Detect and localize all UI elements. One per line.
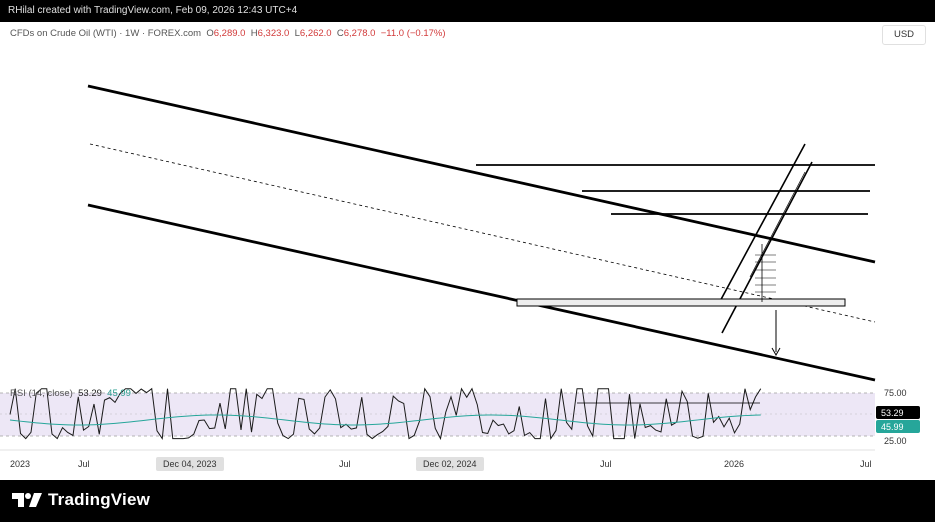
low-label: L [294, 28, 300, 39]
time-tick-label: Jul [339, 459, 351, 469]
time-tick-highlight [416, 457, 484, 471]
time-tick-label: Dec 04, 2023 [163, 459, 217, 469]
rsi-label: RSI (14, close) [10, 388, 73, 399]
channel-mid-line [89, 143, 876, 323]
symbol-legend: CFDs on Crude Oil (WTI) · 1W · FOREX.com… [10, 28, 446, 39]
support-zone [516, 298, 846, 307]
open-value: 6,289.0 [213, 28, 246, 39]
ascending-channel-upper [717, 143, 806, 306]
target-arrow-head [771, 347, 781, 357]
rsi-band [0, 392, 875, 451]
time-axis[interactable]: 2023 Jul Dec 04, 2023 Jul Dec 02, 2024 Jul 202… [0, 454, 875, 480]
rsi-value-badge [876, 406, 920, 419]
tradingview-brand: TradingView [48, 490, 151, 509]
change-value: −11.0 (−0.17%) [380, 28, 446, 39]
rsi-ma-value-legend: 45.99 [107, 388, 131, 399]
rsi-value-legend: 53.29 [78, 388, 102, 399]
rsi-overbought-oversold-band [0, 393, 875, 436]
channel-lower-line [87, 203, 876, 382]
close-value: 6,278.0 [343, 28, 376, 39]
time-tick-label: 2026 [724, 459, 744, 469]
ascending-channel-inner [749, 171, 806, 278]
chart-area[interactable]: 10,500.09,700.08,900.08,100.07,600.07,00… [0, 22, 935, 480]
channel-upper-line [87, 84, 876, 264]
tradingview-logo-icon [12, 493, 42, 507]
currency-selector[interactable]: USD [882, 25, 926, 45]
chart-svg[interactable]: 10,500.09,700.08,900.08,100.07,600.07,00… [0, 22, 935, 480]
rsi-legend: RSI (14, close) 53.29 45.99 [10, 388, 131, 399]
rsi-ma-line [9, 414, 761, 426]
rsi-line [9, 387, 762, 441]
footer: TradingView [0, 480, 935, 522]
rsi-tick-label: 25.00 [884, 436, 907, 446]
high-label: H [250, 28, 258, 39]
high-value: 6,323.0 [257, 28, 290, 39]
rsi-ma-badge [876, 420, 920, 433]
open-label: O [206, 28, 214, 39]
author-header: RHilal created with TradingView.com, Feb… [0, 0, 935, 22]
time-tick-label: Jul [600, 459, 612, 469]
rsi-lines [9, 387, 762, 441]
rsi-ma-badge-text: 45.99 [881, 422, 904, 432]
symbol-name: CFDs on Crude Oil (WTI) · 1W · FOREX.com [10, 28, 202, 39]
close-label: C [336, 28, 344, 39]
time-tick-highlight [156, 457, 224, 471]
low-value: 6,262.0 [299, 28, 332, 39]
price-axis[interactable]: 10,500.09,700.08,900.08,100.07,600.07,00… [884, 22, 919, 446]
rsi-value-badge-text: 53.29 [881, 408, 904, 418]
time-tick-label: Jul [860, 459, 872, 469]
time-tick-label: Jul [78, 459, 90, 469]
rsi-tick-label: 75.00 [884, 388, 907, 398]
time-tick-label: 2023 [10, 459, 30, 469]
tradingview-logo[interactable]: TradingView [12, 490, 150, 510]
annotation-lines[interactable] [87, 84, 876, 382]
time-tick-label: Dec 02, 2024 [423, 459, 477, 469]
